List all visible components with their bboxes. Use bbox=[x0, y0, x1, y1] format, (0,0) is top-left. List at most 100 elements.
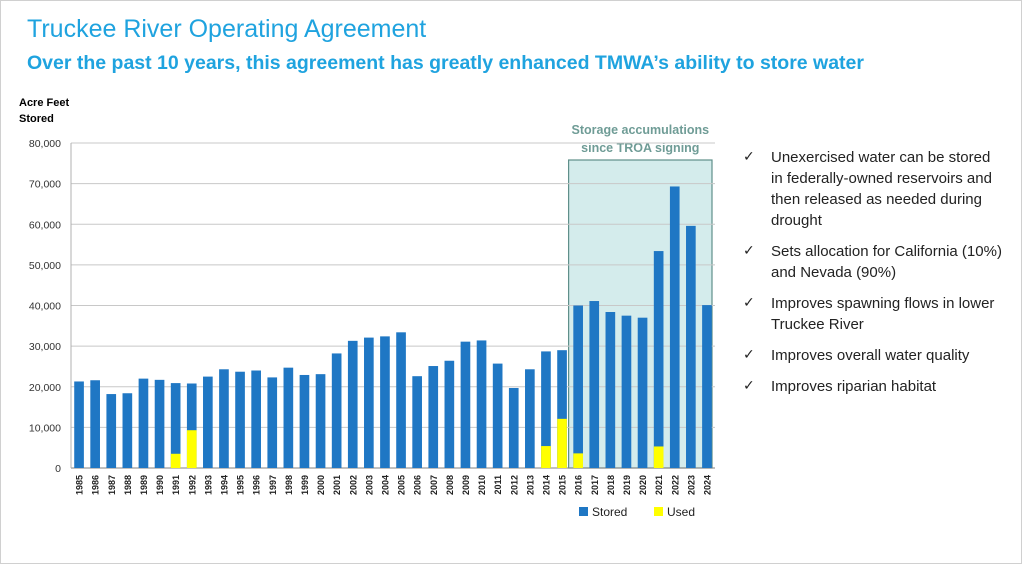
x-tick-label: 1989 bbox=[139, 475, 149, 495]
bar-stored bbox=[605, 312, 616, 468]
x-tick-label: 1992 bbox=[187, 475, 197, 495]
x-tick-label: 2015 bbox=[558, 475, 568, 495]
bar-stored bbox=[444, 360, 455, 468]
annotation-text: since TROA signing bbox=[581, 141, 699, 155]
bar-used bbox=[541, 446, 551, 468]
y-tick-label: 10,000 bbox=[29, 422, 61, 434]
x-tick-label: 1995 bbox=[236, 475, 246, 495]
y-tick-label: 30,000 bbox=[29, 341, 61, 353]
bar-used bbox=[170, 453, 181, 468]
bar-stored bbox=[669, 186, 680, 468]
x-tick-label: 1991 bbox=[171, 475, 181, 495]
x-tick-label: 2017 bbox=[590, 475, 600, 495]
y-tick-label: 20,000 bbox=[29, 382, 61, 394]
check-icon: ✓ bbox=[743, 295, 755, 311]
bar-stored bbox=[186, 383, 197, 468]
bar-stored bbox=[637, 317, 648, 468]
x-tick-label: 2011 bbox=[493, 475, 503, 495]
bullet-text: Improves overall water quality bbox=[771, 347, 970, 364]
x-tick-label: 2014 bbox=[541, 475, 551, 495]
y-axis-label: Acre Feet Stored bbox=[19, 95, 89, 127]
x-tick-label: 2018 bbox=[606, 475, 616, 495]
bar-stored bbox=[686, 225, 696, 468]
bar-stored bbox=[557, 350, 567, 468]
x-tick-label: 2012 bbox=[509, 475, 519, 495]
x-tick-label: 1998 bbox=[284, 475, 294, 495]
x-tick-label: 1985 bbox=[75, 475, 85, 495]
bullet-text: Unexercised water can be stored in feder… bbox=[771, 149, 992, 229]
bullet-item: ✓ Unexercised water can be stored in fede… bbox=[743, 147, 1005, 231]
bar-stored bbox=[299, 374, 310, 468]
bar-stored bbox=[412, 376, 422, 468]
bar-stored bbox=[621, 315, 632, 468]
x-tick-label: 2016 bbox=[574, 475, 584, 495]
y-tick-label: 0 bbox=[55, 463, 61, 475]
bar-stored bbox=[492, 363, 503, 468]
legend-label-used: Used bbox=[667, 505, 695, 519]
bar-stored bbox=[138, 378, 149, 468]
x-tick-label: 2002 bbox=[348, 475, 358, 495]
x-tick-label: 2019 bbox=[622, 475, 632, 495]
bullet-item: ✓ Improves riparian habitat bbox=[743, 376, 1005, 397]
legend-swatch-used bbox=[654, 507, 663, 516]
x-tick-label: 2020 bbox=[638, 475, 648, 495]
y-tick-label: 80,000 bbox=[29, 138, 61, 150]
x-tick-label: 1990 bbox=[155, 475, 165, 495]
bar-used bbox=[186, 430, 197, 468]
x-tick-label: 2010 bbox=[477, 475, 487, 495]
x-tick-label: 2021 bbox=[654, 475, 664, 495]
bar-stored bbox=[235, 371, 245, 468]
bar-stored bbox=[508, 387, 519, 468]
x-tick-label: 2000 bbox=[316, 475, 326, 495]
bar-stored bbox=[74, 381, 84, 468]
bar-stored bbox=[702, 305, 712, 468]
bar-stored bbox=[219, 369, 229, 468]
bar-stored bbox=[170, 383, 181, 468]
bar-stored bbox=[203, 376, 213, 468]
x-tick-label: 1987 bbox=[107, 475, 117, 495]
bar-used bbox=[653, 446, 664, 468]
bar-stored bbox=[589, 301, 600, 468]
x-tick-label: 2008 bbox=[445, 475, 455, 495]
x-tick-label: 2005 bbox=[397, 475, 407, 495]
bar-stored bbox=[122, 393, 133, 468]
bullet-item: ✓ Improves spawning flows in lower Trucke… bbox=[743, 293, 1005, 335]
bar-used bbox=[573, 453, 583, 468]
bar-stored bbox=[476, 340, 487, 468]
bullet-text: Improves riparian habitat bbox=[771, 378, 937, 395]
x-tick-label: 2004 bbox=[380, 475, 390, 495]
x-tick-label: 1996 bbox=[252, 475, 262, 495]
bar-used bbox=[557, 418, 567, 468]
bar-stored bbox=[380, 336, 390, 468]
bullet-list: ✓ Unexercised water can be stored in fede… bbox=[743, 147, 1005, 407]
check-icon: ✓ bbox=[743, 378, 755, 394]
bar-stored bbox=[396, 332, 406, 468]
y-axis-label-line1: Acre Feet bbox=[19, 97, 70, 109]
check-icon: ✓ bbox=[743, 243, 755, 259]
legend-swatch-stored bbox=[579, 507, 588, 516]
bullet-item: ✓ Improves overall water quality bbox=[743, 345, 1005, 366]
bullet-item: ✓ Sets allocation for California (10%) an… bbox=[743, 241, 1005, 283]
x-tick-label: 1999 bbox=[300, 475, 310, 495]
bar-stored bbox=[154, 379, 165, 468]
y-tick-label: 70,000 bbox=[29, 179, 61, 191]
legend-label-stored: Stored bbox=[592, 505, 627, 519]
bullet-text: Sets allocation for California (10%) and… bbox=[771, 243, 1002, 281]
bar-stored bbox=[573, 305, 583, 468]
bar-stored bbox=[106, 394, 117, 468]
annotation-text: Storage accumulations bbox=[572, 123, 710, 137]
bar-stored bbox=[428, 366, 439, 468]
bar-stored bbox=[90, 380, 100, 468]
y-tick-label: 40,000 bbox=[29, 301, 61, 313]
x-tick-label: 2013 bbox=[525, 475, 535, 495]
bar-stored bbox=[525, 369, 535, 468]
x-tick-label: 2024 bbox=[702, 475, 712, 495]
x-tick-label: 1986 bbox=[91, 475, 101, 495]
bar-stored bbox=[460, 341, 471, 468]
bar-chart: Storage accumulations since TROA signing 0… bbox=[29, 123, 715, 519]
bar-stored bbox=[267, 377, 278, 468]
bar-stored bbox=[364, 337, 374, 468]
bar-stored bbox=[283, 367, 294, 468]
bar-stored bbox=[315, 374, 326, 468]
